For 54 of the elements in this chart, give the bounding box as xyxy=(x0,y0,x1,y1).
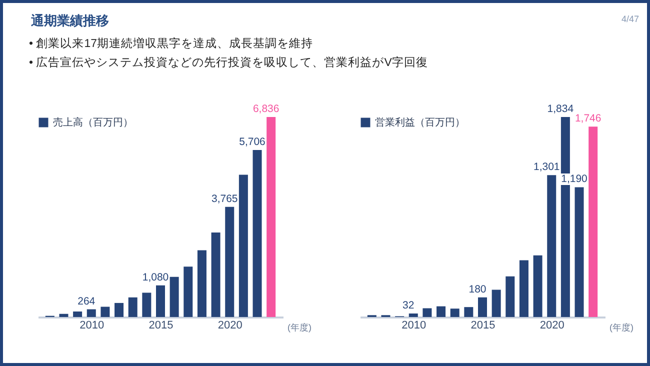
bar xyxy=(492,290,501,317)
x-tick-label: 2010 xyxy=(402,320,426,332)
bar xyxy=(86,309,96,317)
legend-label: 営業利益（百万円） xyxy=(375,116,465,128)
bar xyxy=(574,187,584,317)
data-label: 1,746 xyxy=(574,112,602,125)
bar xyxy=(506,276,515,317)
bar xyxy=(422,308,432,317)
text: 4/47 xyxy=(621,14,639,24)
x-tick-label: 2015 xyxy=(470,320,496,332)
bar xyxy=(156,285,165,317)
bar xyxy=(408,314,418,317)
bar xyxy=(450,308,460,317)
x-axis-title: (年度) xyxy=(288,322,312,332)
bar xyxy=(114,302,124,317)
data-label: 5,706 xyxy=(239,136,266,148)
bar xyxy=(59,314,68,317)
legend-label: 売上高（百万円） xyxy=(53,116,133,128)
bar xyxy=(252,150,262,317)
data-label: 3,765 xyxy=(211,192,238,205)
bar xyxy=(225,206,234,317)
bar xyxy=(238,174,248,317)
x-tick-label: 2010 xyxy=(80,320,104,332)
data-label: 1,834 xyxy=(547,103,574,115)
bar xyxy=(464,307,474,317)
x-axis-title: (年度) xyxy=(610,322,634,332)
bar xyxy=(170,276,179,317)
bar xyxy=(128,297,138,317)
text: 通期業績推移 xyxy=(31,12,109,30)
data-label: 32 xyxy=(402,300,414,312)
data-label: 1,301 xyxy=(533,161,560,174)
bar xyxy=(100,306,110,317)
bar xyxy=(211,232,220,317)
bar xyxy=(73,312,82,317)
bar xyxy=(533,255,542,317)
bar xyxy=(197,250,206,317)
bar xyxy=(478,297,487,317)
bar xyxy=(436,306,446,317)
bar xyxy=(142,292,152,317)
data-label: 264 xyxy=(78,295,96,308)
x-tick-label: 2020 xyxy=(540,320,564,332)
data-label: 1,080 xyxy=(142,271,169,284)
text: • 創業以来17期連続増収黒字を達成、成長基調を維持 xyxy=(29,36,314,52)
data-label: 6,836 xyxy=(252,103,280,115)
x-tick-label: 2020 xyxy=(218,320,242,332)
bar xyxy=(184,266,193,317)
x-tick-label: 2015 xyxy=(148,320,174,332)
bar xyxy=(547,175,556,317)
data-label: 180 xyxy=(468,283,486,296)
bar xyxy=(519,260,528,317)
data-label: 1,190 xyxy=(561,173,588,186)
bar xyxy=(266,117,276,317)
text: • 広告宣伝やシステム投資などの先行投資を吸収して、営業利益がV字回復 xyxy=(29,55,428,71)
bar xyxy=(588,126,598,317)
